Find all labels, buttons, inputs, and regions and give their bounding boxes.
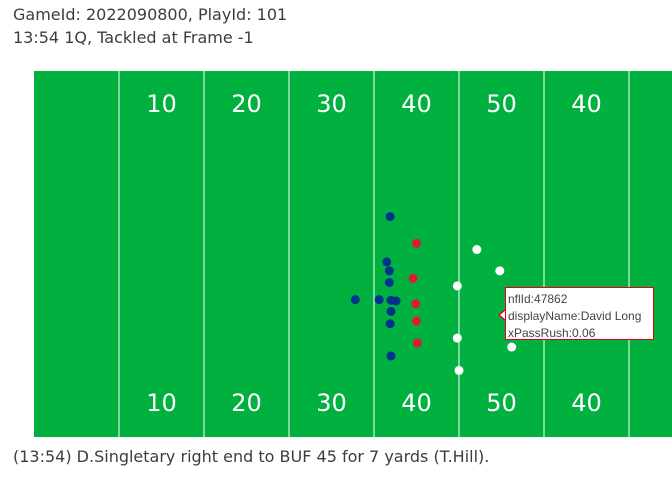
players-group[interactable] — [350, 212, 517, 375]
yard-number-bottom: 10 — [146, 389, 177, 417]
player-marker-blue[interactable] — [385, 212, 395, 222]
player-marker-blue[interactable] — [384, 266, 394, 276]
yard-number-bottom: 40 — [401, 389, 432, 417]
player-marker-blue[interactable] — [382, 257, 392, 267]
yard-number-bottom: 50 — [486, 389, 517, 417]
player-marker-blue[interactable] — [385, 319, 395, 329]
tooltip-xpassrush: xPassRush:0.06 — [508, 326, 596, 340]
player-marker-blue[interactable] — [374, 295, 384, 305]
play-time-subtitle: 13:54 1Q, Tackled at Frame -1 — [13, 28, 254, 47]
player-marker-red[interactable] — [408, 273, 418, 283]
player-marker-blue[interactable] — [386, 351, 396, 361]
tooltip-display-name: displayName:David Long — [508, 309, 642, 323]
player-marker-red[interactable] — [412, 238, 421, 248]
player-marker-red[interactable] — [411, 299, 421, 309]
yard-number-top: 20 — [231, 90, 262, 118]
player-hover-tooltip: nflId:47862 displayName:David Long xPass… — [505, 287, 654, 340]
player-marker-white[interactable] — [495, 266, 505, 276]
yard-number-top: 10 — [146, 90, 177, 118]
yard-number-top: 30 — [316, 90, 347, 118]
yard-number-top: 50 — [486, 90, 517, 118]
yard-lines-group — [118, 71, 630, 437]
yard-number-bottom: 20 — [231, 389, 262, 417]
player-marker-red[interactable] — [412, 316, 421, 326]
play-id-title: GameId: 2022090800, PlayId: 101 — [13, 5, 288, 24]
player-marker-white[interactable] — [452, 281, 462, 291]
yard-number-top: 40 — [571, 90, 602, 118]
player-marker-red[interactable] — [412, 338, 422, 348]
tooltip-nflid: nflId:47862 — [508, 292, 568, 306]
player-marker-blue[interactable] — [384, 277, 394, 287]
yard-number-bottom: 40 — [571, 389, 602, 417]
play-description: (13:54) D.Singletary right end to BUF 45… — [13, 447, 490, 466]
player-marker-blue[interactable] — [386, 306, 396, 316]
tooltip-pointer-inner — [500, 310, 506, 320]
yard-numbers-group: 10 20 30 40 50 40 10 20 30 40 50 40 — [146, 90, 602, 417]
player-marker-white[interactable] — [472, 245, 482, 255]
player-marker-white[interactable] — [452, 333, 462, 343]
player-marker-white[interactable] — [507, 342, 517, 352]
yard-number-top: 40 — [401, 90, 432, 118]
player-marker-blue[interactable] — [350, 295, 360, 305]
yard-number-bottom: 30 — [316, 389, 347, 417]
field-background — [34, 71, 672, 437]
player-marker-blue[interactable] — [391, 296, 401, 306]
player-marker-white[interactable] — [454, 365, 464, 375]
